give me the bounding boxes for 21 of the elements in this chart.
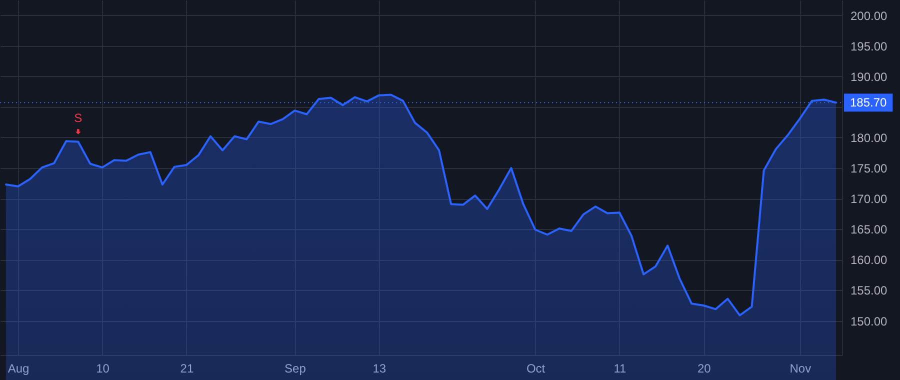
x-tick-label: 10 (96, 362, 110, 376)
x-tick-label: Nov (790, 362, 812, 376)
y-tick-label: 195.00 (850, 39, 888, 54)
y-tick-label: 200.00 (850, 8, 888, 23)
x-tick-label: Sep (284, 362, 306, 376)
y-tick-label: 170.00 (850, 192, 888, 206)
x-tick-label: 11 (614, 362, 627, 376)
y-tick-label: 175.00 (850, 162, 888, 176)
y-tick-label: 165.00 (850, 222, 888, 237)
y-tick-label: 160.00 (850, 253, 888, 268)
y-tick-label: 190.00 (850, 70, 888, 84)
y-tick-label: 150.00 (850, 314, 888, 328)
x-tick-label: Aug (8, 362, 30, 376)
x-tick-label: 21 (180, 362, 194, 376)
annotation: S (74, 110, 82, 125)
y-tick-label: 155.00 (850, 284, 888, 298)
x-tick-label: 13 (372, 362, 386, 376)
ref-line-label: 185.70 (850, 96, 888, 110)
x-tick-label: Oct (526, 362, 546, 376)
x-tick-label: 20 (697, 362, 712, 376)
y-tick-label: 180.00 (850, 130, 888, 145)
